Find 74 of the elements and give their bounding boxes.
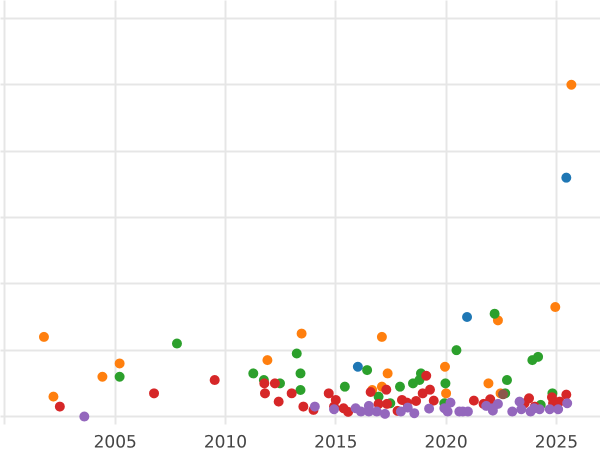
- point: [286, 388, 297, 398]
- point: [562, 398, 572, 408]
- point: [462, 312, 472, 322]
- point: [343, 406, 354, 417]
- point: [248, 368, 258, 378]
- point: [54, 402, 65, 412]
- point: [382, 368, 393, 378]
- point: [210, 375, 220, 386]
- point: [382, 398, 392, 409]
- point: [524, 393, 534, 404]
- point: [372, 406, 382, 417]
- point: [507, 406, 518, 417]
- point: [402, 402, 413, 413]
- point: [270, 378, 280, 388]
- point: [492, 398, 503, 409]
- point: [298, 402, 308, 412]
- point: [490, 308, 500, 319]
- point: [440, 378, 450, 388]
- point: [446, 398, 456, 408]
- point: [296, 368, 306, 378]
- point: [296, 328, 307, 339]
- point: [544, 404, 555, 414]
- point: [424, 384, 435, 395]
- point: [381, 384, 392, 395]
- point: [329, 404, 340, 414]
- x-tick-label: 2010: [204, 432, 248, 450]
- point: [114, 358, 125, 368]
- point: [274, 396, 284, 407]
- point: [483, 378, 494, 388]
- point: [561, 172, 572, 183]
- point: [451, 345, 462, 356]
- point: [260, 388, 270, 398]
- point: [79, 412, 90, 422]
- point: [428, 396, 439, 406]
- point: [324, 388, 334, 398]
- point: [516, 404, 526, 414]
- x-tick-label: 2015: [314, 432, 358, 450]
- point: [292, 348, 302, 358]
- point: [553, 404, 564, 414]
- point: [442, 406, 453, 417]
- point: [441, 388, 452, 398]
- point: [296, 385, 306, 395]
- x-tick-label: 2020: [424, 432, 468, 450]
- point: [421, 370, 432, 381]
- point: [424, 404, 434, 414]
- point: [114, 372, 125, 382]
- point: [468, 396, 479, 406]
- point: [533, 352, 544, 362]
- x-tick-label: 2025: [534, 432, 578, 450]
- point: [380, 408, 390, 419]
- point: [149, 388, 160, 398]
- point: [362, 365, 372, 376]
- point: [498, 389, 508, 400]
- point: [550, 302, 560, 312]
- point: [440, 362, 450, 372]
- point: [340, 382, 350, 392]
- x-tick-label: 2005: [94, 432, 137, 450]
- point: [262, 355, 272, 366]
- point: [310, 402, 320, 412]
- point: [259, 378, 270, 388]
- point: [48, 392, 58, 402]
- point: [561, 390, 572, 400]
- point: [502, 375, 512, 386]
- point: [566, 80, 576, 90]
- point: [418, 388, 428, 398]
- point: [352, 362, 363, 372]
- point: [376, 332, 387, 342]
- point: [394, 382, 405, 392]
- point: [411, 396, 422, 406]
- point: [409, 408, 420, 418]
- point: [534, 404, 545, 414]
- point: [172, 338, 182, 349]
- point: [38, 332, 49, 342]
- point: [97, 372, 108, 382]
